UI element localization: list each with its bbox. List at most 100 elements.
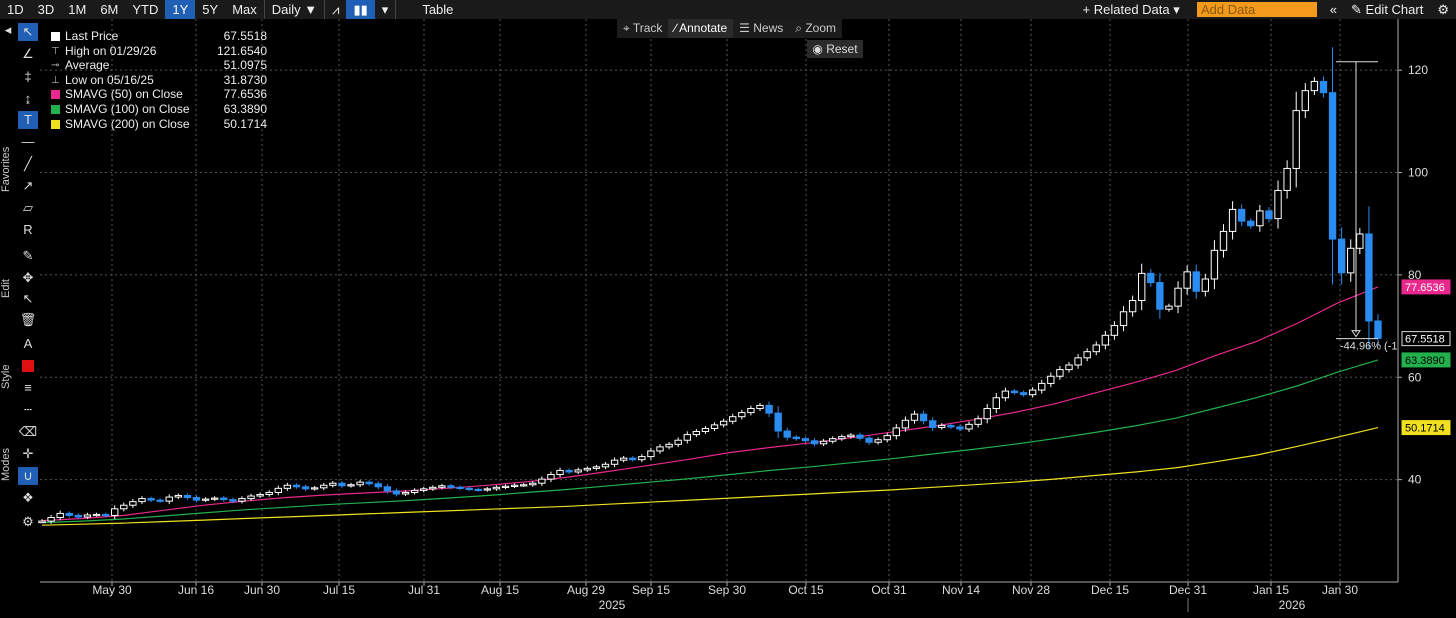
settings-gear-icon[interactable]: ⚙ — [22, 514, 34, 529]
related-data-button[interactable]: + Related Data ▾ — [1082, 2, 1180, 17]
candle-up — [647, 450, 655, 458]
collapse-icon[interactable]: « — [1329, 2, 1338, 17]
bar-chart-icon[interactable]: ▮▮ — [346, 0, 375, 19]
move-icon[interactable]: ✥ — [22, 270, 34, 285]
trash-icon[interactable]: 🗑 — [19, 312, 37, 327]
range-button-1y[interactable]: 1Y — [165, 0, 196, 19]
text-tool-icon[interactable]: T — [18, 111, 38, 129]
candle-up — [738, 412, 746, 418]
candle-up — [1301, 90, 1309, 112]
legend-label: High on 01/29/26 — [65, 43, 157, 58]
chart-type-dropdown-icon[interactable]: ▾ — [381, 2, 389, 17]
ray-line-icon[interactable]: ↗ — [22, 178, 34, 193]
measure-tool-icon[interactable]: ↨ — [24, 91, 32, 106]
candle-up — [283, 484, 292, 489]
candle-down — [229, 499, 237, 502]
reset-button[interactable]: ◉ Reset — [807, 40, 863, 58]
last-price-label: 67.5518 — [1405, 334, 1445, 346]
line-style-icon[interactable]: ┄ — [24, 402, 32, 417]
candle-up — [38, 520, 46, 524]
candle-up — [756, 404, 764, 409]
candle-up — [256, 493, 264, 497]
candle-down — [292, 484, 301, 488]
add-data-input[interactable]: Add Data — [1197, 2, 1317, 17]
candle-up — [1210, 249, 1219, 280]
line-chart-icon[interactable]: ⩘ — [324, 0, 346, 19]
candle-down — [1247, 220, 1255, 227]
candle-up — [638, 456, 646, 461]
track-button[interactable]: ⌖ Track — [623, 21, 663, 35]
collapse-arrow-icon[interactable]: ◂ — [4, 22, 12, 37]
range-button-1d[interactable]: 1D — [7, 2, 24, 17]
sma50-price-label: 77.6536 — [1405, 282, 1445, 294]
range-button-max[interactable]: Max — [232, 2, 257, 17]
range-button-5y[interactable]: 5Y — [202, 2, 219, 17]
candle-down — [1365, 233, 1373, 322]
channel-icon[interactable]: ▱ — [23, 200, 33, 215]
font-icon[interactable]: A — [23, 336, 33, 351]
percent-tool-icon[interactable]: ‡ — [24, 69, 32, 84]
legend-swatch — [51, 32, 60, 41]
candle-up — [165, 496, 173, 502]
gear-icon[interactable]: ⚙ — [1437, 2, 1449, 17]
candle-up — [1110, 325, 1119, 336]
candle-up — [210, 497, 219, 500]
candle-down — [1147, 272, 1155, 284]
interval-dropdown[interactable]: Daily ▼ — [263, 0, 324, 19]
pen-icon[interactable]: ✎ — [22, 248, 34, 263]
left-toolbar: Favorites Edit Style Modes ◂ ↖ ∠ ‡ ↨ T —… — [0, 19, 40, 618]
candle-up — [892, 427, 900, 437]
x-tick-label: Jan 15 — [1253, 583, 1289, 597]
x-tick-label: Jul 15 — [323, 583, 355, 597]
candle-up — [520, 484, 528, 487]
regression-icon[interactable]: R — [23, 222, 33, 237]
candle-up — [320, 484, 328, 489]
candle-up — [583, 467, 591, 471]
eraser-icon[interactable]: ⌫ — [18, 424, 38, 439]
edit-chart-button[interactable]: ✎ Edit Chart — [1351, 2, 1424, 17]
horizontal-line-icon[interactable]: — — [21, 134, 35, 149]
candle-down — [1319, 80, 1328, 94]
draw-line-icon[interactable]: ∠ — [22, 46, 34, 61]
legend-value: 77.6536 — [223, 87, 267, 102]
candle-down — [147, 498, 155, 501]
magnet-icon[interactable]: ∪ — [18, 467, 38, 485]
candle-up — [965, 423, 973, 430]
news-button[interactable]: ☰ News — [739, 21, 784, 35]
annotate-button[interactable]: ∕ Annotate — [668, 19, 734, 38]
candle-up — [674, 439, 682, 445]
range-button-6m[interactable]: 6M — [100, 2, 119, 17]
legend-value: 63.3890 — [223, 101, 267, 116]
multi-color-icon[interactable]: ❖ — [22, 490, 34, 505]
news-label: News — [753, 21, 784, 35]
candle-up — [1219, 230, 1228, 251]
table-button[interactable]: Table — [395, 0, 479, 19]
trend-line-icon[interactable]: ╱ — [24, 156, 32, 171]
sma100-price-label: 63.3890 — [1405, 355, 1445, 367]
pointer-icon[interactable]: ↖ — [18, 23, 38, 41]
candle-down — [156, 499, 164, 502]
candle-up — [883, 435, 891, 441]
right-toolbar: + Related Data ▾ « ✎ Edit Chart ⚙ — [1076, 0, 1456, 19]
candles — [38, 47, 1382, 524]
candle-up — [1201, 278, 1210, 292]
candle-down — [774, 412, 782, 432]
zoom-button[interactable]: ⌕ Zoom — [795, 21, 837, 35]
range-button-ytd[interactable]: YTD — [132, 2, 159, 17]
legend-swatch — [51, 90, 60, 100]
line-weight-icon[interactable]: ≡ — [24, 380, 32, 395]
candle-up — [129, 501, 137, 506]
range-button-1m[interactable]: 1M — [68, 2, 87, 17]
legend-label: Average — [65, 58, 110, 73]
grid — [40, 19, 1398, 582]
crosshair-icon[interactable]: ✛ — [22, 446, 34, 461]
select-icon[interactable]: ↖ — [22, 291, 34, 306]
legend-value: 50.1714 — [223, 116, 267, 131]
x-tick-label: Jun 30 — [244, 583, 280, 597]
range-button-3d[interactable]: 3D — [37, 2, 55, 17]
candle-up — [1174, 287, 1182, 307]
color-swatch-icon[interactable] — [18, 357, 38, 375]
legend-row: ⊤ High on 01/29/26 121.6540 — [47, 44, 267, 59]
candle-up — [1138, 272, 1146, 301]
